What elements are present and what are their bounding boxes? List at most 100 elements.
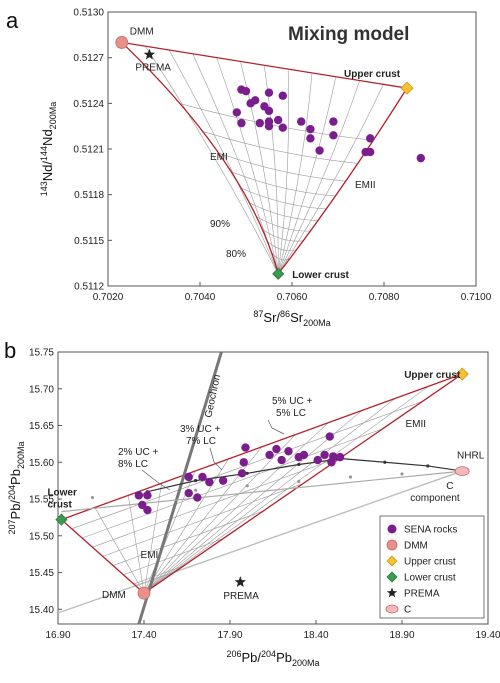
nhrl-gray-tick <box>400 472 404 476</box>
axis-label-part: 204 <box>7 485 17 500</box>
mixing-grid-line <box>179 103 374 141</box>
sena-point <box>278 123 287 132</box>
x-tick-label: 0.7020 <box>93 292 124 303</box>
x-tick-label: 18.90 <box>389 630 414 641</box>
y-tick-label: 0.5127 <box>73 53 104 64</box>
lower-crust-label: Lower <box>47 488 77 499</box>
sena-point <box>264 121 274 131</box>
axis-label-part: Pb <box>276 650 292 665</box>
legend-label: SENA rocks <box>404 525 457 536</box>
axis-label-part: 206 <box>226 649 241 659</box>
mixing-boundary <box>60 373 463 594</box>
mixing-grid-line <box>102 483 304 557</box>
mixing-grid-line <box>92 455 343 548</box>
y-tick-label: 0.5115 <box>74 236 104 247</box>
y-tick-label: 15.65 <box>29 421 54 432</box>
sena-point <box>320 450 329 460</box>
mix-3uc-label: 3% UC + <box>180 424 220 435</box>
sena-point <box>272 444 281 454</box>
sena-point <box>265 450 274 460</box>
x-tick-label: 0.7040 <box>185 292 216 303</box>
axis-label-part: 200Ma <box>16 441 26 469</box>
mixing-grid-line <box>169 50 279 274</box>
sena-point <box>241 443 250 452</box>
mixing-grid-line <box>241 187 327 210</box>
sena-point <box>241 86 251 96</box>
sena-point <box>327 458 336 467</box>
mix-7lc-label: 7% LC <box>186 436 216 447</box>
mixing-grid-line <box>81 428 383 539</box>
nhrl-gray-tick <box>90 495 94 500</box>
pct-90-label: 90% <box>210 219 230 230</box>
mixing-grid-line <box>277 80 360 274</box>
sena-point <box>193 493 202 502</box>
sena-point <box>274 115 283 125</box>
axis-label-part: Sr <box>290 310 304 325</box>
sena-point <box>239 458 248 467</box>
legend-prema-marker <box>386 587 398 598</box>
c-marker <box>454 466 470 476</box>
upper-crust-label: Upper crust <box>404 370 461 381</box>
mixing-grid-line <box>262 229 304 242</box>
mixing-grid-line <box>216 58 279 274</box>
sena-point <box>184 488 193 498</box>
legend-c-marker <box>385 604 399 614</box>
mix-5uc-leader <box>267 419 285 435</box>
nhrl-tick <box>245 471 249 475</box>
pct-80-label: 80% <box>226 249 246 260</box>
nhrl-tick <box>194 479 198 483</box>
axis-label-part: Sr/ <box>263 310 280 325</box>
plot-frame <box>57 351 489 625</box>
sena-point <box>143 491 152 500</box>
upper-crust-marker <box>455 367 469 381</box>
sena-point <box>335 452 345 462</box>
upper-crust-label: Upper crust <box>344 69 401 80</box>
sena-point <box>138 500 147 510</box>
sena-point <box>416 153 425 163</box>
prema-label: PREMA <box>135 63 171 74</box>
axis-label-part: 143 <box>39 181 49 196</box>
mix-5uc-label: 5% UC + <box>272 396 312 407</box>
nhrl-gray-tick <box>348 475 352 479</box>
nhrl-gray-tick <box>194 488 198 492</box>
x-tick-label: 18.40 <box>303 630 328 641</box>
axis-label-part: 200Ma <box>292 658 320 668</box>
mix-8lc-label: 8% LC <box>118 459 148 470</box>
sena-point <box>134 491 144 500</box>
y-tick-label: 0.5118 <box>74 190 104 201</box>
legend-label: C <box>404 605 411 616</box>
axis-label-part: 144 <box>39 146 49 161</box>
dmm-marker <box>115 36 129 49</box>
nhrl-gray-tick <box>245 484 249 488</box>
axis-label-part: 207 <box>7 519 17 534</box>
emi-label: EMI <box>141 550 159 561</box>
legend-box <box>379 515 485 619</box>
sena-point <box>329 117 338 126</box>
sena-point <box>313 455 322 465</box>
x-axis-label: 206Pb/204Pb200Ma <box>226 649 319 668</box>
mixing-grid-line <box>145 46 279 274</box>
y-tick-label: 0.5124 <box>73 99 104 110</box>
sena-point <box>277 455 286 465</box>
legend-sena-marker <box>387 524 397 534</box>
mixing-grid-line <box>123 538 224 576</box>
reference-line <box>57 470 463 614</box>
mix-3uc-leader <box>209 447 223 471</box>
dmm-label: DMM <box>130 26 154 37</box>
x-tick-label: 19.40 <box>475 630 500 641</box>
axis-label-part: 200Ma <box>48 102 58 130</box>
x-tick-label: 17.90 <box>217 630 242 641</box>
sena-point <box>315 146 324 155</box>
sena-point <box>284 447 293 456</box>
legend-label: PREMA <box>404 589 440 600</box>
chart-title: Mixing model <box>288 24 409 45</box>
sena-point <box>325 432 334 441</box>
sena-point <box>255 118 264 128</box>
sena-point <box>198 472 207 482</box>
lower-crust-label: Lower crust <box>292 270 349 281</box>
x-axis-label: 87Sr/86Sr200Ma <box>253 309 330 328</box>
x-tick-label: 16.90 <box>45 630 70 641</box>
lower-crust-label: crust <box>47 500 72 511</box>
emii-label: EMII <box>355 180 376 191</box>
